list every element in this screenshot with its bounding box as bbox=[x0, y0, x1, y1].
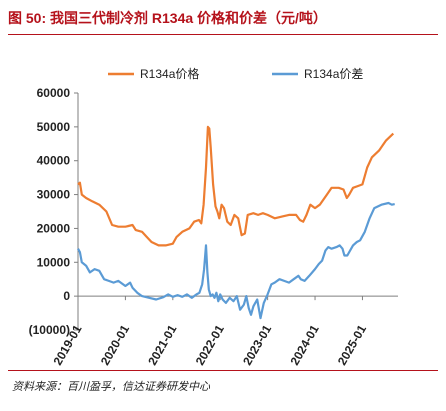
source-note: 资料来源：百川盈孚，信达证券研发中心 bbox=[12, 381, 210, 393]
series-line-0 bbox=[77, 125, 395, 247]
y-tick-label: 40000 bbox=[37, 154, 71, 168]
x-tick-label: 2024-01 bbox=[287, 322, 321, 367]
y-tick-label: 0 bbox=[63, 289, 70, 303]
y-tick-label: 30000 bbox=[37, 188, 71, 202]
line-chart: R134a价格 R134a价差 60000 50000 40000 30000 20000… bbox=[29, 66, 398, 368]
x-tick-label: 2023-01 bbox=[240, 322, 274, 367]
title-divider bbox=[8, 34, 438, 35]
x-tick-label: 2020-01 bbox=[98, 322, 132, 367]
legend-label-1: R134a价差 bbox=[304, 67, 363, 81]
figure-title: 图 50: 我国三代制冷剂 R134a 价格和价差（元/吨） bbox=[8, 10, 327, 26]
y-tick-label: 60000 bbox=[37, 86, 71, 100]
y-tick-label: 20000 bbox=[37, 221, 71, 235]
x-axis: 2019-01 2020-01 2021-01 2022-01 2023-01 2024-… bbox=[50, 295, 398, 368]
chart-legend: R134a价格 R134a价差 bbox=[108, 66, 363, 81]
x-tick-label: 2022-01 bbox=[193, 322, 227, 367]
legend-label-0: R134a价格 bbox=[140, 66, 199, 81]
y-axis: 60000 50000 40000 30000 20000 10000 0 (10000) bbox=[29, 86, 79, 337]
y-tick-label: 50000 bbox=[37, 120, 71, 134]
x-tick-label: 2025-01 bbox=[335, 322, 369, 367]
x-tick-label: 2021-01 bbox=[145, 322, 179, 367]
series-line-1 bbox=[77, 201, 395, 320]
chart-series bbox=[77, 125, 395, 320]
y-tick-label: 10000 bbox=[37, 255, 71, 269]
footer-divider bbox=[8, 370, 438, 371]
y-tick-label: (10000) bbox=[29, 323, 70, 337]
